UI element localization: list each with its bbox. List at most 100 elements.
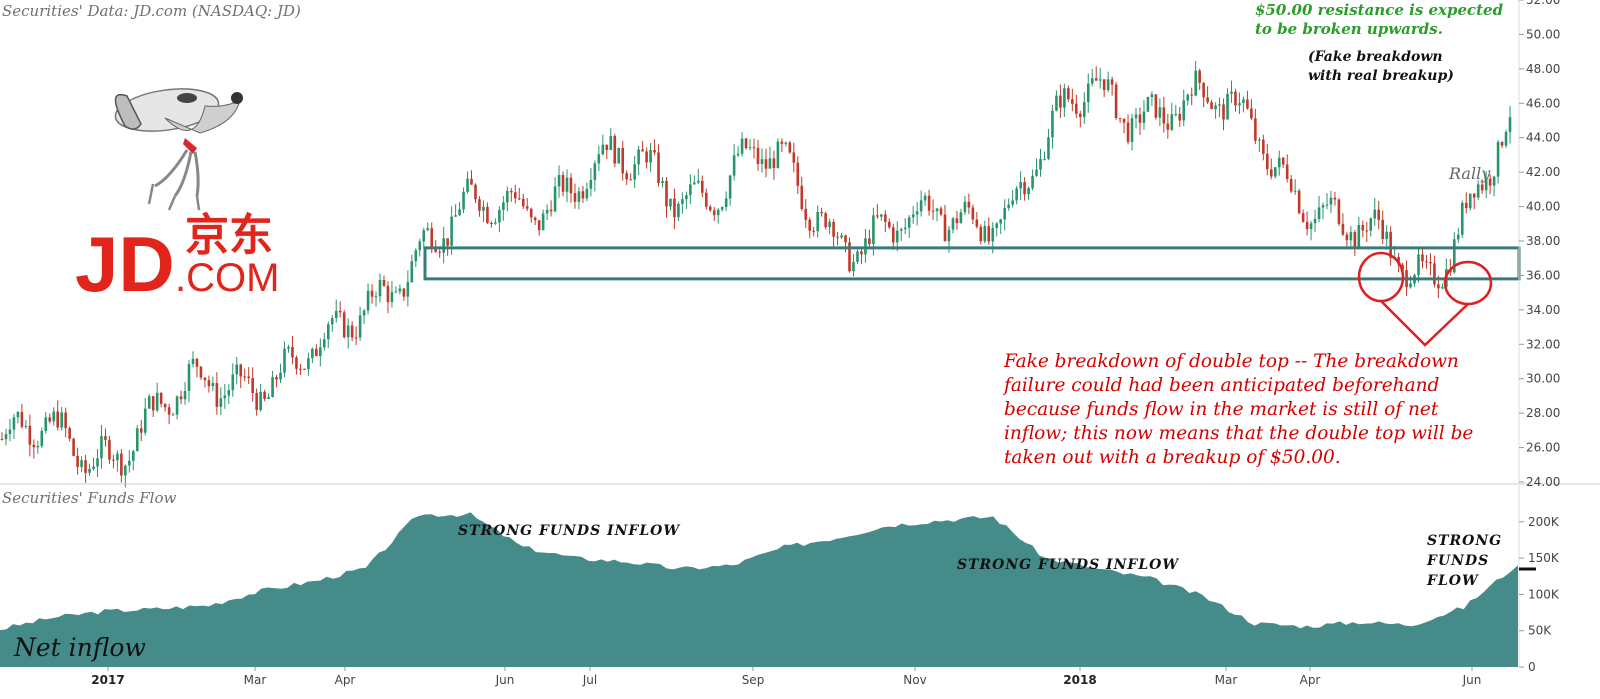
price-tick-label: 52.00 [1526, 0, 1560, 7]
candle-body [255, 393, 258, 411]
candle-body [1337, 199, 1341, 224]
candle-body [191, 358, 195, 365]
candle-body [350, 325, 354, 338]
candle-body [1269, 169, 1273, 177]
candle-body [565, 177, 569, 192]
candle-body [1015, 188, 1018, 201]
candle-body [915, 211, 919, 215]
candle-body [597, 154, 601, 164]
candle-body [48, 417, 52, 422]
candle-body [1441, 287, 1444, 289]
candle-body [1305, 221, 1309, 230]
flow-tick-label: 50K [1528, 624, 1552, 638]
candle-body [927, 195, 931, 211]
candle-body [64, 412, 67, 429]
candle-body [271, 377, 274, 398]
price-tick-label: 48.00 [1526, 62, 1560, 76]
candle-body [223, 395, 227, 399]
candle-body [1325, 204, 1329, 206]
candle-body [888, 221, 891, 228]
candle-body [533, 217, 537, 221]
candle-body [1385, 231, 1388, 239]
candle-body [1381, 219, 1384, 239]
fake-breakdown-note-line1: (Fake breakdown [1308, 49, 1443, 65]
candle-body [354, 337, 358, 339]
candle-body [68, 428, 71, 439]
x-tick-label: Nov [903, 673, 926, 687]
candle-body [414, 250, 418, 262]
candle-body [1504, 131, 1508, 146]
candle-body [521, 198, 525, 207]
candle-body [462, 191, 465, 210]
candle-body [1178, 113, 1182, 121]
breakdown-circle-2 [1443, 260, 1493, 306]
candle-body [1182, 100, 1186, 121]
candle-body [716, 209, 720, 216]
candle-body [999, 219, 1003, 224]
candle-body [4, 434, 8, 440]
candle-body [852, 261, 855, 272]
candle-body [1301, 213, 1305, 222]
candle-body [907, 217, 911, 228]
price-tick-label: 40.00 [1526, 200, 1560, 214]
candle-body [768, 158, 772, 169]
candle-body [641, 149, 644, 152]
x-tick-label: Jun [495, 673, 515, 687]
candle-body [1377, 209, 1381, 220]
candle-body [275, 377, 278, 380]
candle-body [346, 325, 350, 338]
candle-body [478, 199, 481, 211]
candle-body [860, 251, 863, 255]
candle-body [637, 149, 640, 165]
candle-body [326, 324, 330, 340]
candle-body [601, 144, 605, 155]
candle-body [1071, 99, 1074, 104]
candle-body [812, 230, 816, 232]
candle-body [215, 383, 219, 407]
candle-body [840, 235, 843, 238]
candle-body [649, 150, 652, 163]
candle-body [736, 153, 740, 156]
candle-body [490, 222, 493, 224]
candle-body [1333, 197, 1337, 200]
x-tick-label: Mar [244, 673, 267, 687]
candle-body [796, 162, 800, 186]
candle-body [991, 227, 995, 242]
candle-body [239, 364, 243, 377]
candle-body [92, 466, 95, 469]
candle-body [1150, 94, 1154, 98]
candle-body [708, 206, 712, 211]
candle-body [1102, 79, 1106, 91]
candle-body [677, 203, 680, 218]
candle-body [1198, 70, 1201, 83]
candle-body [693, 182, 696, 185]
candle-body [1238, 103, 1241, 106]
candle-body [1353, 232, 1357, 247]
candle-body [52, 411, 56, 422]
candle-body [291, 346, 294, 358]
price-tick-label: 46.00 [1526, 96, 1560, 110]
candle-body [605, 144, 609, 151]
red-note-line5: taken out with a breakup of $50.00. [1004, 447, 1341, 468]
candle-body [450, 216, 453, 246]
candle-body [1329, 197, 1333, 205]
candle-body [1031, 175, 1034, 189]
x-tick-label: Apr [1300, 673, 1321, 687]
candle-body [1138, 114, 1142, 123]
candle-body [1250, 108, 1253, 119]
candle-body [100, 436, 103, 459]
candle-body [911, 214, 915, 218]
candle-body [502, 202, 505, 210]
strong-funds-flow-line2: FUNDS [1427, 553, 1490, 569]
candle-body [1460, 202, 1464, 235]
candle-body [247, 376, 250, 378]
candle-body [458, 209, 461, 216]
candle-body [1078, 113, 1082, 117]
candle-body [561, 175, 565, 192]
candle-body [617, 147, 621, 164]
candle-body [895, 230, 899, 243]
red-note-line1: Fake breakdown of double top -- The brea… [1004, 351, 1459, 372]
candle-body [442, 238, 445, 253]
candle-body [1464, 202, 1468, 209]
candle-body [963, 201, 967, 213]
